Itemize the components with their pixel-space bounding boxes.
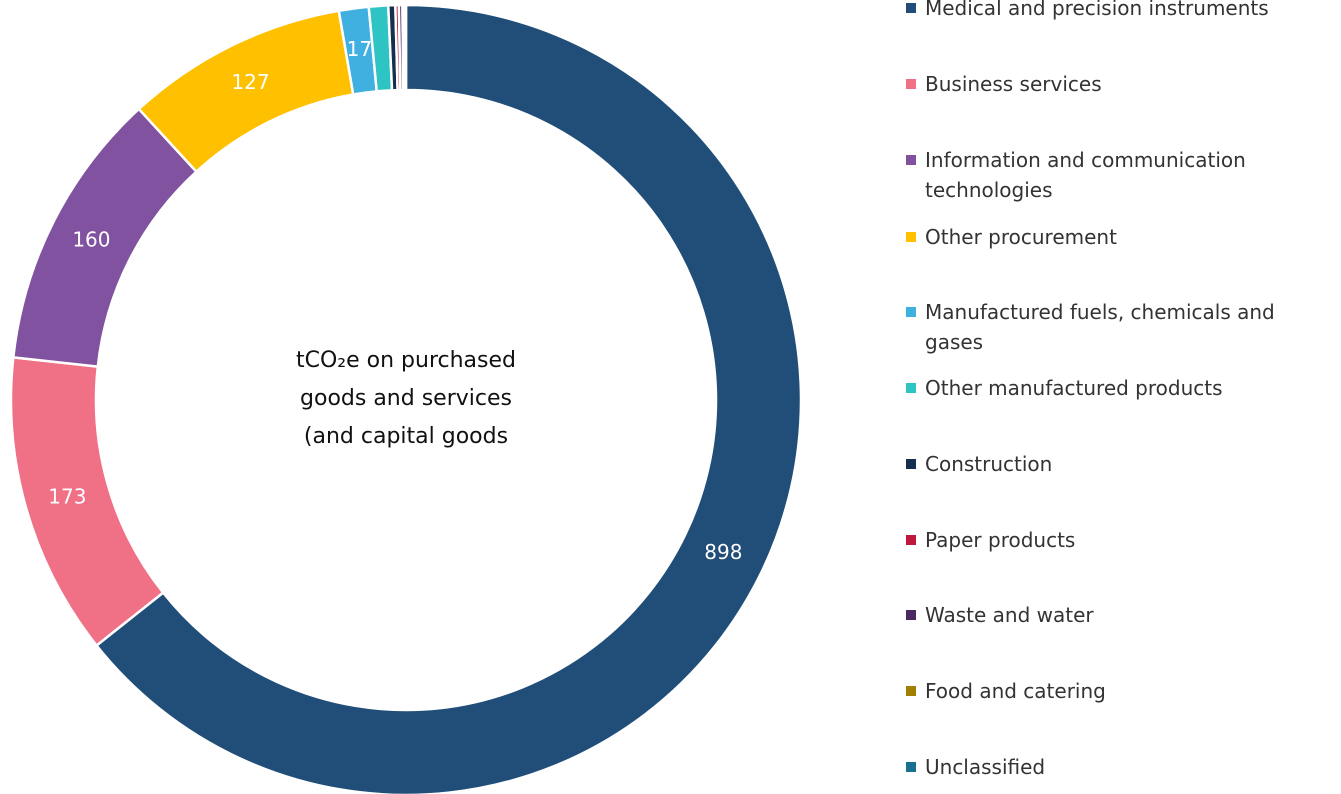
legend-item: Other manufactured products bbox=[906, 373, 1331, 403]
legend-item: Construction bbox=[906, 449, 1331, 479]
legend-label: Information and communication technologi… bbox=[925, 148, 1246, 202]
legend-swatch bbox=[906, 535, 916, 545]
donut-segment bbox=[402, 3, 408, 92]
legend-swatch bbox=[906, 762, 916, 772]
legend-swatch bbox=[906, 79, 916, 89]
legend-item: Paper products bbox=[906, 525, 1331, 555]
center-text: goods and services bbox=[300, 386, 512, 411]
legend-item: Manufactured fuels, chemicals and gases bbox=[906, 297, 1331, 357]
data-label: 17 bbox=[347, 37, 372, 61]
data-label: 127 bbox=[231, 70, 269, 94]
legend-item: Information and communication technologi… bbox=[906, 145, 1331, 205]
center-text: tCO₂e on purchased bbox=[296, 348, 516, 373]
legend-swatch bbox=[906, 686, 916, 696]
legend-label: Other procurement bbox=[925, 225, 1117, 249]
legend-label: Manufactured fuels, chemicals and gases bbox=[925, 300, 1275, 354]
donut-segment bbox=[9, 356, 165, 648]
legend-item: Food and catering bbox=[906, 676, 1331, 706]
legend-label: Medical and precision instruments bbox=[925, 0, 1269, 20]
legend-swatch bbox=[906, 307, 916, 317]
legend-label: Construction bbox=[925, 452, 1053, 476]
legend-swatch bbox=[906, 610, 916, 620]
legend-item: Waste and water bbox=[906, 600, 1331, 630]
legend-item: Business services bbox=[906, 69, 1331, 99]
legend-swatch bbox=[906, 383, 916, 393]
donut-segment bbox=[94, 3, 803, 794]
legend-swatch bbox=[906, 155, 916, 165]
legend-label: Waste and water bbox=[925, 603, 1094, 627]
legend-swatch bbox=[906, 232, 916, 242]
data-label: 898 bbox=[704, 540, 742, 564]
legend-swatch bbox=[906, 459, 916, 469]
legend-item: Other procurement bbox=[906, 222, 1331, 252]
legend-item: Unclassified bbox=[906, 752, 1331, 782]
legend-label: Business services bbox=[925, 72, 1102, 96]
data-label: 173 bbox=[48, 484, 86, 508]
legend-label: Unclassified bbox=[925, 755, 1046, 779]
legend-label: Food and catering bbox=[925, 679, 1106, 703]
data-label: 160 bbox=[72, 227, 110, 251]
legend-label: Other manufactured products bbox=[925, 376, 1223, 400]
center-text: (and capital goods bbox=[304, 424, 508, 449]
legend-item: Medical and precision instruments bbox=[906, 0, 1331, 23]
legend-label: Paper products bbox=[925, 528, 1076, 552]
legend-swatch bbox=[906, 3, 916, 13]
